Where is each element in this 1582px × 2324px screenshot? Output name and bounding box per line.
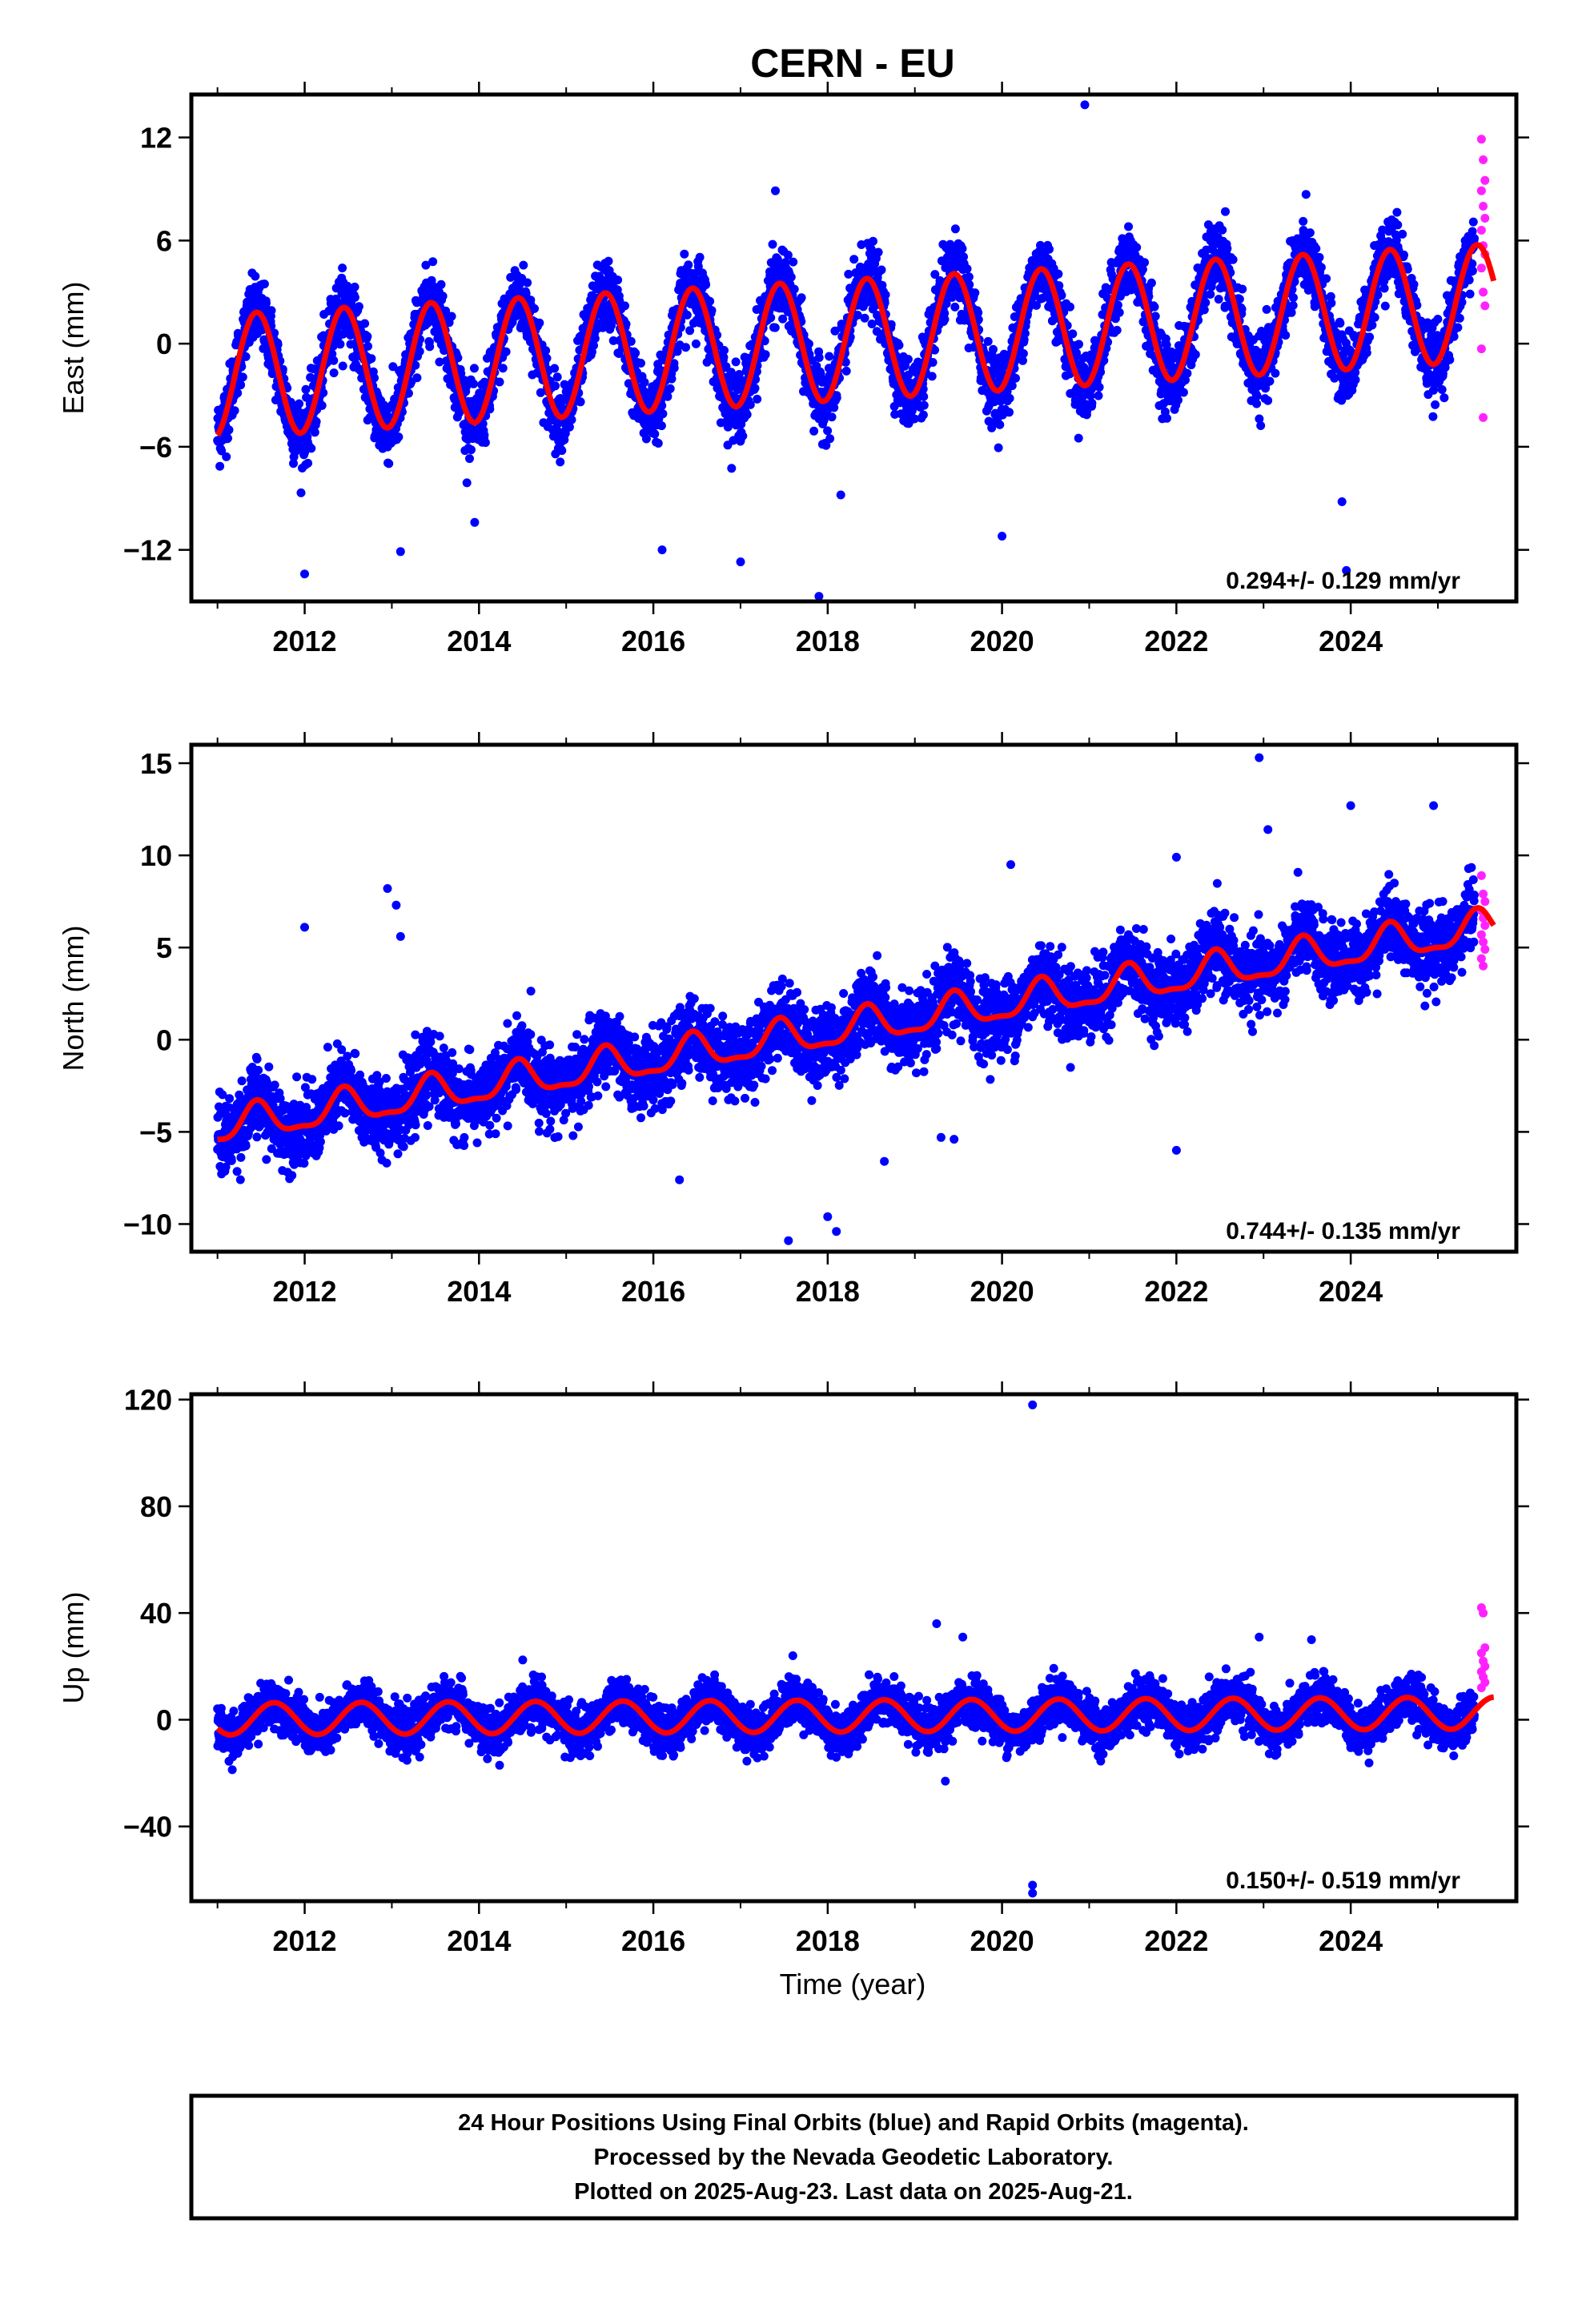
footer-line-3: Plotted on 2025-Aug-23. Last data on 202… <box>574 2179 1133 2205</box>
x-tick-label: 2024 <box>1319 1924 1383 1957</box>
y-tick-label: −12 <box>123 534 172 567</box>
velocity-annotation: 0.744+/- 0.135 mm/yr <box>1226 1218 1460 1244</box>
x-tick-label: 2022 <box>1144 1924 1208 1957</box>
chart-title: CERN - EU <box>750 41 955 86</box>
y-tick-label: 5 <box>156 931 172 964</box>
plot-area <box>213 1400 1496 1898</box>
plot-area <box>213 753 1496 1245</box>
x-tick-label: 2018 <box>796 625 860 657</box>
y-tick-label: −40 <box>123 1811 172 1844</box>
y-tick-label: 80 <box>140 1490 172 1523</box>
y-axis-label: North (mm) <box>57 926 90 1072</box>
rapid-orbit-point <box>1479 1608 1488 1618</box>
y-axis-label: East (mm) <box>57 282 90 415</box>
rapid-orbit-point <box>1476 135 1486 144</box>
x-tick-label: 2022 <box>1144 1275 1208 1308</box>
y-tick-label: 12 <box>140 122 172 155</box>
rapid-orbit-point <box>1476 226 1486 235</box>
rapid-orbit-point <box>1480 301 1490 311</box>
final-orbit-points <box>213 100 1480 601</box>
x-tick-label: 2012 <box>272 1275 336 1308</box>
up-panel: 2012 2014 2016 2018 2020 2022 2024 120 80 40 0 −40 U… <box>57 1381 1529 1957</box>
velocity-annotation: 0.150+/- 0.519 mm/yr <box>1226 1868 1460 1894</box>
plot-frame <box>189 92 1519 604</box>
y-tick-label: −10 <box>123 1208 172 1240</box>
x-tick-label: 2018 <box>796 1275 860 1308</box>
y-tick-label: 0 <box>156 328 172 360</box>
x-tick-label: 2012 <box>272 625 336 657</box>
x-axis-label: Time (year) <box>780 1968 926 2000</box>
footer-box: 24 Hour Positions Using Final Orbits (bl… <box>189 2093 1519 2221</box>
rapid-orbit-point <box>1480 945 1490 954</box>
x-tick-label: 2014 <box>447 1924 511 1957</box>
rapid-orbit-point <box>1476 1648 1486 1658</box>
rapid-orbit-point <box>1480 214 1490 223</box>
y-tick-label: −5 <box>139 1116 172 1148</box>
rapid-orbit-point <box>1480 921 1490 931</box>
rapid-orbit-point <box>1479 412 1488 422</box>
rapid-orbit-point <box>1476 344 1486 354</box>
rapid-orbit-point <box>1476 954 1486 963</box>
x-tick-label: 2022 <box>1144 625 1208 657</box>
x-tick-label: 2024 <box>1319 625 1383 657</box>
north-panel: 2012 2014 2016 2018 2020 2022 2024 15 10 5 0 −5 −10 N… <box>57 732 1529 1308</box>
y-tick-label: 0 <box>156 1703 172 1736</box>
y-tick-label: 15 <box>140 747 172 780</box>
model-fit-line <box>215 242 1497 437</box>
rapid-orbit-point <box>1476 930 1486 939</box>
x-tick-label: 2016 <box>621 1924 685 1957</box>
rapid-orbit-point <box>1479 287 1488 297</box>
plot-frame <box>189 1392 1519 1904</box>
rapid-orbit-point <box>1479 889 1488 899</box>
x-tick-label: 2024 <box>1319 1275 1383 1308</box>
footer-border <box>189 2093 1519 2221</box>
footer-line-2: Processed by the Nevada Geodetic Laborat… <box>594 2145 1114 2170</box>
model-fit-line <box>215 1694 1496 1738</box>
x-tick-label: 2020 <box>970 1924 1034 1957</box>
rapid-orbit-point <box>1479 202 1488 211</box>
rapid-orbit-point <box>1479 155 1488 164</box>
rapid-orbit-point <box>1476 186 1486 195</box>
final-orbit-points <box>213 1400 1480 1898</box>
model-fit-line <box>215 905 1496 1143</box>
plot-frame <box>189 742 1519 1254</box>
rapid-orbit-point <box>1476 870 1486 880</box>
x-tick-label: 2012 <box>272 1924 336 1957</box>
rapid-orbit-point <box>1476 1683 1486 1692</box>
rapid-orbit-point <box>1479 937 1488 947</box>
x-tick-label: 2020 <box>970 625 1034 657</box>
y-tick-label: 120 <box>124 1384 172 1417</box>
x-tick-label: 2014 <box>447 625 511 657</box>
final-orbit-points <box>213 753 1480 1245</box>
x-tick-label: 2018 <box>796 1924 860 1957</box>
y-tick-label: −6 <box>139 431 172 464</box>
east-panel: 2012 2014 2016 2018 2020 2022 2024 12 6 0 −12 −6 Eas… <box>57 82 1529 657</box>
rapid-orbit-point <box>1476 263 1486 273</box>
y-tick-label: 40 <box>140 1597 172 1630</box>
y-tick-label: 6 <box>156 224 172 257</box>
velocity-annotation: 0.294+/- 0.129 mm/yr <box>1226 568 1460 594</box>
y-tick-label: 10 <box>140 839 172 872</box>
x-tick-label: 2020 <box>970 1275 1034 1308</box>
rapid-orbit-point <box>1480 175 1490 185</box>
y-axis-label: Up (mm) <box>57 1592 90 1704</box>
rapid-orbit-point <box>1479 961 1488 971</box>
footer-line-1: 24 Hour Positions Using Final Orbits (bl… <box>458 2110 1249 2136</box>
rapid-orbit-point <box>1480 897 1490 907</box>
plot-area <box>213 100 1497 601</box>
y-tick-label: 0 <box>156 1023 172 1056</box>
x-tick-label: 2016 <box>621 625 685 657</box>
x-tick-label: 2014 <box>447 1275 511 1308</box>
x-tick-label: 2016 <box>621 1275 685 1308</box>
